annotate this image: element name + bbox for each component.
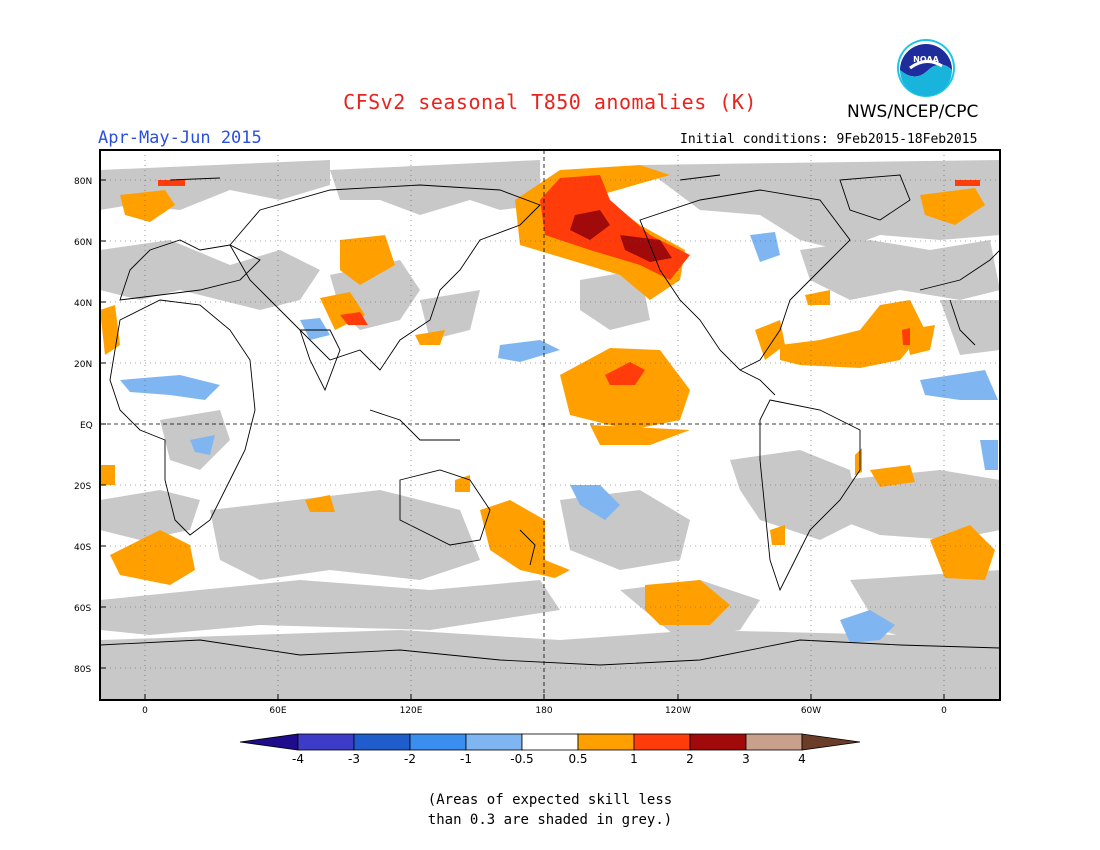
coastlines xyxy=(100,174,1000,666)
colorbar-label: -2 xyxy=(404,752,416,766)
skill-note-line1: (Areas of expected skill less xyxy=(427,792,673,808)
lat-label: 80N xyxy=(74,177,92,187)
lat-label: EQ xyxy=(80,421,93,431)
agency-label: NWS/NCEP/CPC xyxy=(847,102,979,122)
lat-label: 20N xyxy=(74,360,92,370)
forecast-period: Apr-May-Jun 2015 xyxy=(98,128,262,148)
lon-label: 180 xyxy=(535,706,552,716)
lon-label: 60W xyxy=(801,706,821,716)
colorbar-label: -0.5 xyxy=(510,752,534,766)
lat-label: 60N xyxy=(74,238,92,248)
lon-label: 0 xyxy=(941,706,947,716)
lon-label: 120E xyxy=(400,706,423,716)
lon-label: 120W xyxy=(665,706,691,716)
lat-label: 80S xyxy=(74,665,91,675)
noaa-logo: NOAA xyxy=(897,39,955,97)
colorbar-label: 3 xyxy=(742,752,750,766)
colorbar-label: 0.5 xyxy=(568,752,588,766)
colorbar-label: -1 xyxy=(460,752,472,766)
longitude-labels: 0 60E 120E 180 120W 60W 0 xyxy=(142,706,947,716)
logo-text: NOAA xyxy=(913,55,939,64)
graticule xyxy=(100,150,1000,700)
lon-label: 60E xyxy=(269,706,286,716)
very-strong-warm-areas xyxy=(570,210,672,262)
lat-label: 40N xyxy=(74,299,92,309)
map-title: CFSv2 seasonal T850 anomalies (K) xyxy=(343,90,757,114)
colorbar-label: 2 xyxy=(686,752,694,766)
latitude-labels: 80N 60N 40N 20N EQ 20S 40S 60S 80S xyxy=(74,177,93,675)
lon-label: 0 xyxy=(142,706,148,716)
skill-note-line2: than 0.3 are shaded in grey.) xyxy=(427,812,673,828)
lat-label: 60S xyxy=(74,604,91,614)
lat-label: 40S xyxy=(74,543,91,553)
colorbar-label: -4 xyxy=(292,752,304,766)
map-frame xyxy=(99,149,1001,701)
initial-conditions: Initial conditions: 9Feb2015-18Feb2015 xyxy=(680,132,978,147)
lat-label: 20S xyxy=(74,482,91,492)
colorbar-label: 4 xyxy=(798,752,806,766)
cold-anomaly-areas xyxy=(120,232,998,643)
colorbar-label: 1 xyxy=(630,752,638,766)
colorbar-label: -3 xyxy=(348,752,360,766)
